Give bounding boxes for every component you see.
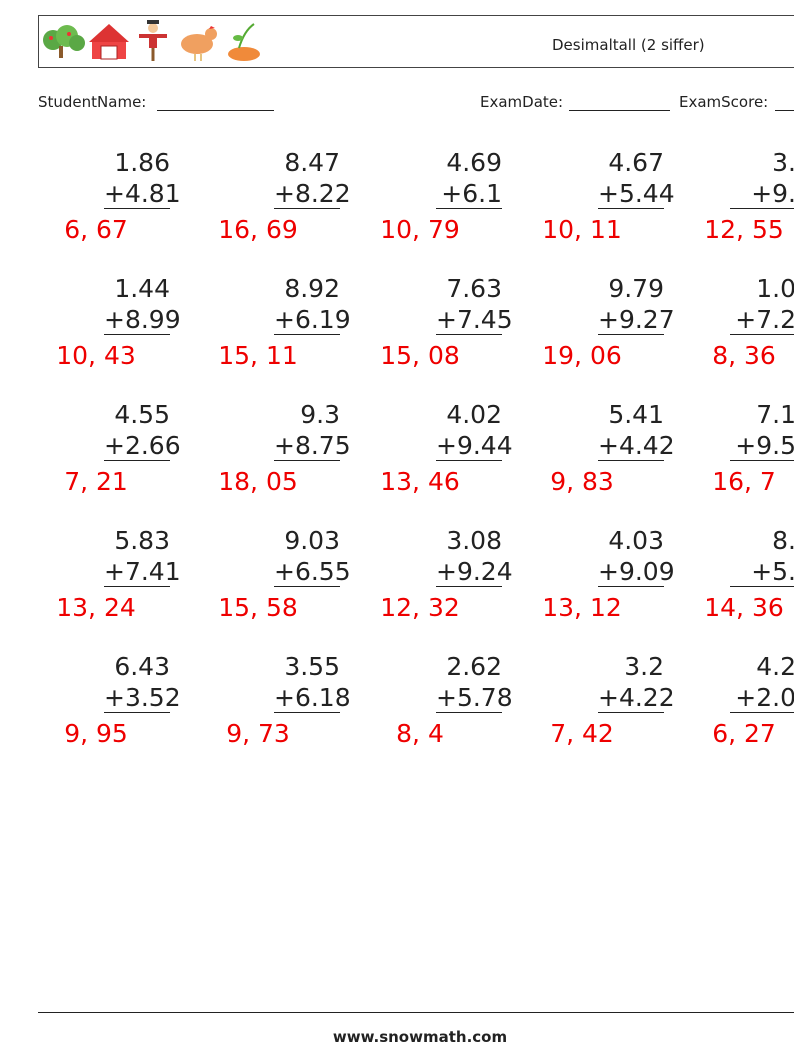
addend: +4.81 xyxy=(104,179,181,209)
answer: 7, 21 xyxy=(64,467,128,496)
addend: +7.2 xyxy=(730,305,794,335)
exam-date-label: ExamDate: xyxy=(480,93,564,111)
answer: 6, 27 xyxy=(712,719,776,748)
top-number: 1.44 xyxy=(114,274,170,303)
addend: +5.44 xyxy=(598,179,675,209)
answer: 19, 06 xyxy=(542,341,622,370)
top-number: 1.86 xyxy=(114,148,170,177)
top-number: 8. xyxy=(772,526,794,555)
top-number: 9.03 xyxy=(284,526,340,555)
name-blank xyxy=(157,93,274,111)
student-name-label: StudentName: xyxy=(38,93,147,111)
answer: 15, 11 xyxy=(218,341,298,370)
top-number: 5.41 xyxy=(608,400,664,429)
addend: +5. xyxy=(730,557,794,587)
addend: +8.75 xyxy=(274,431,351,461)
top-number: 2.62 xyxy=(446,652,502,681)
addend: +9.5 xyxy=(730,431,794,461)
top-number: 9.79 xyxy=(608,274,664,303)
addend: +4.42 xyxy=(598,431,675,461)
answer: 14, 36 xyxy=(704,593,784,622)
top-number: 4.67 xyxy=(608,148,664,177)
header-box xyxy=(38,15,794,68)
answer: 9, 73 xyxy=(226,719,290,748)
answer: 15, 08 xyxy=(380,341,460,370)
addend: +3.52 xyxy=(104,683,181,713)
top-number: 7.63 xyxy=(446,274,502,303)
footer-line xyxy=(38,1012,794,1013)
answer: 16, 69 xyxy=(218,215,298,244)
title: Desimaltall (2 siffer) xyxy=(552,36,705,54)
top-number: 3.08 xyxy=(446,526,502,555)
addend: +9.09 xyxy=(598,557,675,587)
header-icons xyxy=(43,20,260,61)
addend: +6.18 xyxy=(274,683,351,713)
footer-url: www.snowmath.com xyxy=(332,1028,508,1046)
addend: +6.55 xyxy=(274,557,351,587)
addend: +2.66 xyxy=(104,431,181,461)
addend: +7.41 xyxy=(104,557,181,587)
top-number: 8.47 xyxy=(284,148,340,177)
top-number: 5.83 xyxy=(114,526,170,555)
answer: 10, 79 xyxy=(380,215,460,244)
answer: 15, 58 xyxy=(218,593,298,622)
date-blank xyxy=(569,93,670,111)
addend: +5.78 xyxy=(436,683,513,713)
addend: +4.22 xyxy=(598,683,675,713)
answer: 18, 05 xyxy=(218,467,298,496)
addend: +9.24 xyxy=(436,557,513,587)
addend: +6.19 xyxy=(274,305,351,335)
top-number: 1.0 xyxy=(756,274,794,303)
answer: 12, 55 xyxy=(704,215,784,244)
answer: 10, 11 xyxy=(542,215,622,244)
top-number: 4.03 xyxy=(608,526,664,555)
answer: 8, 36 xyxy=(712,341,776,370)
top-number: 7.1 xyxy=(756,400,794,429)
top-number: 4.2 xyxy=(756,652,794,681)
top-number: 3.55 xyxy=(284,652,340,681)
addend: +2.0 xyxy=(730,683,794,713)
top-number: 4.02 xyxy=(446,400,502,429)
addend: +9.27 xyxy=(598,305,675,335)
exam-score-label: ExamScore: xyxy=(679,93,769,111)
top-number: 3.2 xyxy=(624,652,664,681)
answer: 9, 95 xyxy=(64,719,128,748)
score-blank xyxy=(775,93,794,111)
addend: +6.1 xyxy=(436,179,502,209)
answer: 13, 24 xyxy=(56,593,136,622)
answer: 7, 42 xyxy=(550,719,614,748)
top-number: 8.92 xyxy=(284,274,340,303)
top-number: 9.3 xyxy=(300,400,340,429)
addend: +7.45 xyxy=(436,305,513,335)
top-number: 4.55 xyxy=(114,400,170,429)
addend: +8.99 xyxy=(104,305,181,335)
answer: 12, 32 xyxy=(380,593,460,622)
answer: 13, 12 xyxy=(542,593,622,622)
top-number: 4.69 xyxy=(446,148,502,177)
top-number: 6.43 xyxy=(114,652,170,681)
addend: +9. xyxy=(730,179,794,209)
addend: +8.22 xyxy=(274,179,351,209)
top-number: 3. xyxy=(772,148,794,177)
answer: 6, 67 xyxy=(64,215,128,244)
addend: +9.44 xyxy=(436,431,513,461)
answer: 10, 43 xyxy=(56,341,136,370)
answer: 9, 83 xyxy=(550,467,614,496)
answer: 8, 4 xyxy=(396,719,444,748)
answer: 16, 7 xyxy=(712,467,776,496)
answer: 13, 46 xyxy=(380,467,460,496)
